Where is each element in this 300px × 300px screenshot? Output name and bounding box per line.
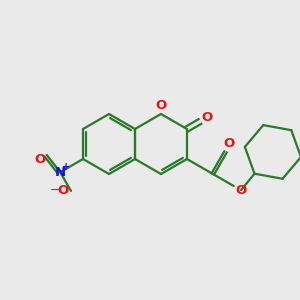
Text: N: N bbox=[55, 166, 66, 179]
Text: O: O bbox=[57, 184, 68, 197]
Text: O: O bbox=[202, 111, 213, 124]
Text: −: − bbox=[49, 184, 60, 197]
Text: O: O bbox=[236, 184, 247, 197]
Text: O: O bbox=[223, 137, 234, 150]
Text: O: O bbox=[155, 99, 167, 112]
Text: +: + bbox=[62, 162, 70, 172]
Text: O: O bbox=[34, 153, 45, 166]
